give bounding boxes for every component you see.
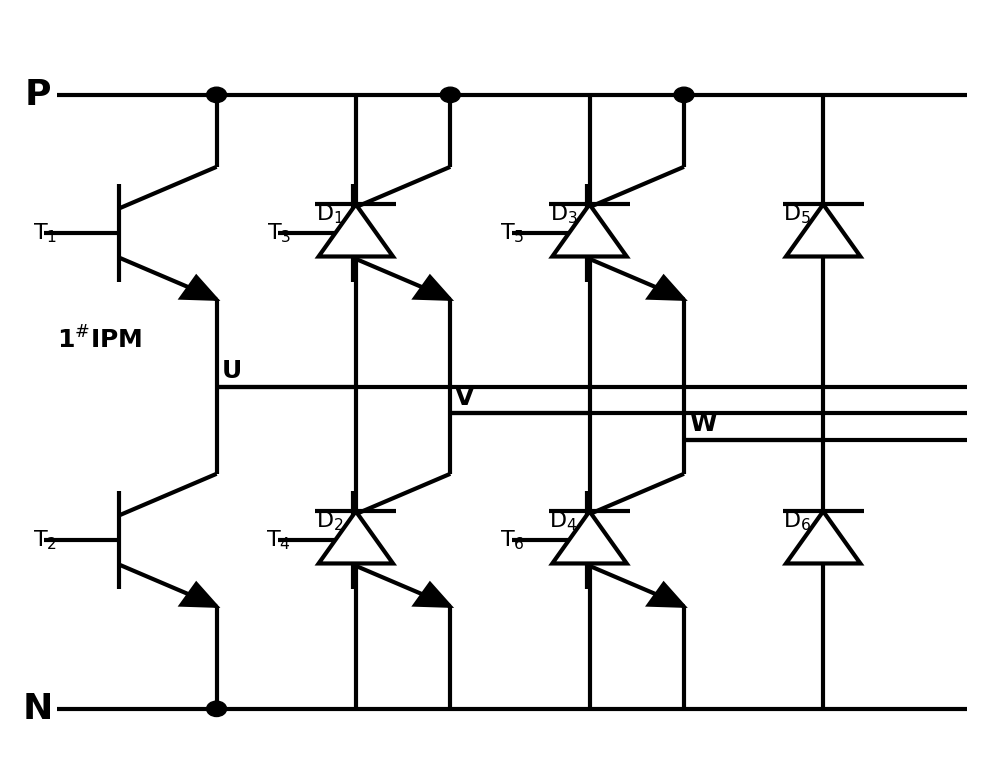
- Polygon shape: [415, 584, 450, 606]
- Text: T$_5$: T$_5$: [500, 221, 525, 245]
- Circle shape: [674, 87, 694, 103]
- Text: T$_4$: T$_4$: [266, 528, 291, 552]
- Polygon shape: [648, 277, 684, 299]
- Text: P: P: [24, 78, 51, 112]
- Circle shape: [207, 701, 227, 717]
- Text: D$_1$: D$_1$: [316, 202, 344, 226]
- Text: D$_2$: D$_2$: [316, 509, 344, 533]
- Text: U: U: [222, 359, 242, 383]
- Text: T$_1$: T$_1$: [33, 221, 57, 245]
- Polygon shape: [415, 277, 450, 299]
- Text: D$_6$: D$_6$: [783, 509, 811, 533]
- Text: T$_6$: T$_6$: [500, 528, 525, 552]
- Polygon shape: [552, 511, 627, 564]
- Polygon shape: [786, 511, 860, 564]
- Polygon shape: [181, 277, 217, 299]
- Text: 1$^{\#}$IPM: 1$^{\#}$IPM: [57, 327, 143, 354]
- Circle shape: [440, 87, 460, 103]
- Text: N: N: [22, 692, 53, 726]
- Text: W: W: [689, 412, 717, 437]
- Polygon shape: [786, 204, 860, 257]
- Text: D$_4$: D$_4$: [549, 509, 578, 533]
- Polygon shape: [319, 204, 393, 257]
- Text: V: V: [455, 386, 475, 410]
- Polygon shape: [552, 204, 627, 257]
- Text: D$_5$: D$_5$: [783, 202, 811, 226]
- Polygon shape: [648, 584, 684, 606]
- Text: T$_2$: T$_2$: [33, 528, 57, 552]
- Polygon shape: [319, 511, 393, 564]
- Polygon shape: [181, 584, 217, 606]
- Circle shape: [207, 87, 227, 103]
- Text: D$_3$: D$_3$: [550, 202, 578, 226]
- Text: T$_3$: T$_3$: [267, 221, 291, 245]
